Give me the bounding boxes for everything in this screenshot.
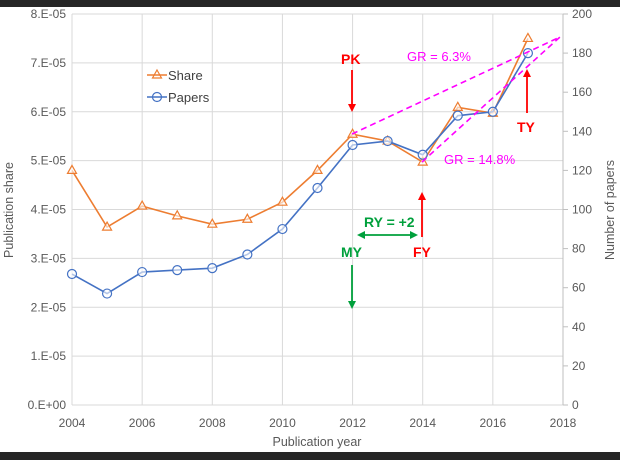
triangle-marker-icon (311, 164, 324, 174)
top-dark-bar (0, 0, 620, 7)
y-tick-label: 2.E-05 (31, 300, 67, 314)
y2-tick-label: 100 (572, 203, 592, 217)
circle-marker-icon (347, 139, 358, 151)
circle-marker-icon (522, 47, 534, 59)
legend-papers: Papers (168, 90, 210, 105)
y-tick-label: 3.E-05 (31, 251, 67, 265)
y-tick-label: 8.E-05 (31, 7, 67, 21)
y-tick-label: 4.E-05 (31, 203, 67, 217)
triangle-marker-icon (241, 213, 253, 223)
x-tick-label: 2016 (480, 416, 507, 430)
circle-marker-icon (382, 135, 393, 147)
ty-label: TY (517, 119, 536, 135)
triangle-marker-icon (151, 68, 163, 79)
x-tick-label: 2006 (129, 416, 156, 430)
y2-tick-label: 180 (572, 46, 592, 60)
axis-ticks: 0.E+00 1.E-05 2.E-05 3.E-05 4.E-05 5.E-05 6.E-… (28, 7, 593, 430)
y-axis-title: Publication share (2, 162, 16, 258)
circle-marker-icon (137, 266, 148, 278)
y-tick-label: 0.E+00 (28, 398, 67, 412)
pk-label: PK (341, 51, 360, 67)
circle-marker-icon (101, 288, 113, 299)
y2-tick-label: 20 (572, 359, 586, 373)
triangle-marker-icon (206, 217, 218, 228)
y2-tick-label: 140 (572, 124, 592, 138)
x-tick-label: 2018 (550, 416, 577, 430)
x-tick-label: 2004 (59, 416, 86, 430)
circle-marker-icon (277, 223, 288, 235)
circle-marker-icon (242, 249, 253, 260)
x-tick-label: 2014 (409, 416, 436, 430)
series-line-papers (71, 52, 529, 295)
circle-marker-icon (487, 106, 498, 117)
triangle-marker-icon (101, 220, 113, 231)
series-line-share (71, 38, 529, 229)
x-axis-title: Publication year (273, 435, 362, 449)
y2-tick-label: 120 (572, 163, 592, 177)
y2-tick-label: 0 (572, 398, 579, 412)
triangle-marker-icon (66, 164, 78, 174)
my-label: MY (341, 244, 363, 260)
circle-marker-icon (66, 268, 78, 280)
legend-share: Share (168, 68, 203, 83)
triangle-marker-icon (171, 209, 183, 220)
x-tick-label: 2010 (269, 416, 296, 430)
gr-14-8-dashed-line (421, 36, 561, 163)
triangle-marker-icon (136, 199, 148, 210)
legend: Share Papers (147, 68, 210, 105)
y-tick-label: 7.E-05 (31, 56, 67, 70)
x-tick-label: 2008 (199, 416, 226, 430)
circle-marker-icon (452, 110, 463, 121)
y-tick-label: 6.E-05 (31, 105, 67, 119)
data-series (66, 32, 534, 299)
x-tick-label: 2012 (339, 416, 366, 430)
circle-marker-icon (417, 149, 428, 160)
circle-marker-icon (172, 265, 183, 276)
ry-label: RY = +2 (364, 214, 415, 230)
y2-axis-title: Number of papers (603, 160, 617, 260)
y2-tick-label: 80 (572, 242, 586, 256)
y-tick-label: 1.E-05 (31, 349, 67, 363)
triangle-marker-icon (452, 101, 464, 111)
y2-tick-label: 40 (572, 320, 586, 334)
y2-tick-label: 200 (572, 7, 592, 21)
gr-6-3-dashed-line (351, 36, 561, 135)
fy-label: FY (413, 244, 432, 260)
gr-6-3-label: GR = 6.3% (407, 49, 471, 64)
annotations: PK FY TY MY RY = +2 GR = 6.3% GR = 14.8% (341, 36, 561, 309)
y2-tick-label: 160 (572, 85, 592, 99)
circle-marker-icon (312, 182, 323, 194)
circle-marker-icon (151, 91, 163, 103)
y-tick-label: 5.E-05 (31, 154, 67, 168)
gr-14-8-label: GR = 14.8% (444, 152, 516, 167)
triangle-marker-icon (276, 195, 288, 206)
y2-tick-label: 60 (572, 281, 586, 295)
triangle-marker-icon (522, 32, 534, 43)
bottom-dark-bar (0, 452, 620, 460)
circle-marker-icon (207, 263, 218, 274)
